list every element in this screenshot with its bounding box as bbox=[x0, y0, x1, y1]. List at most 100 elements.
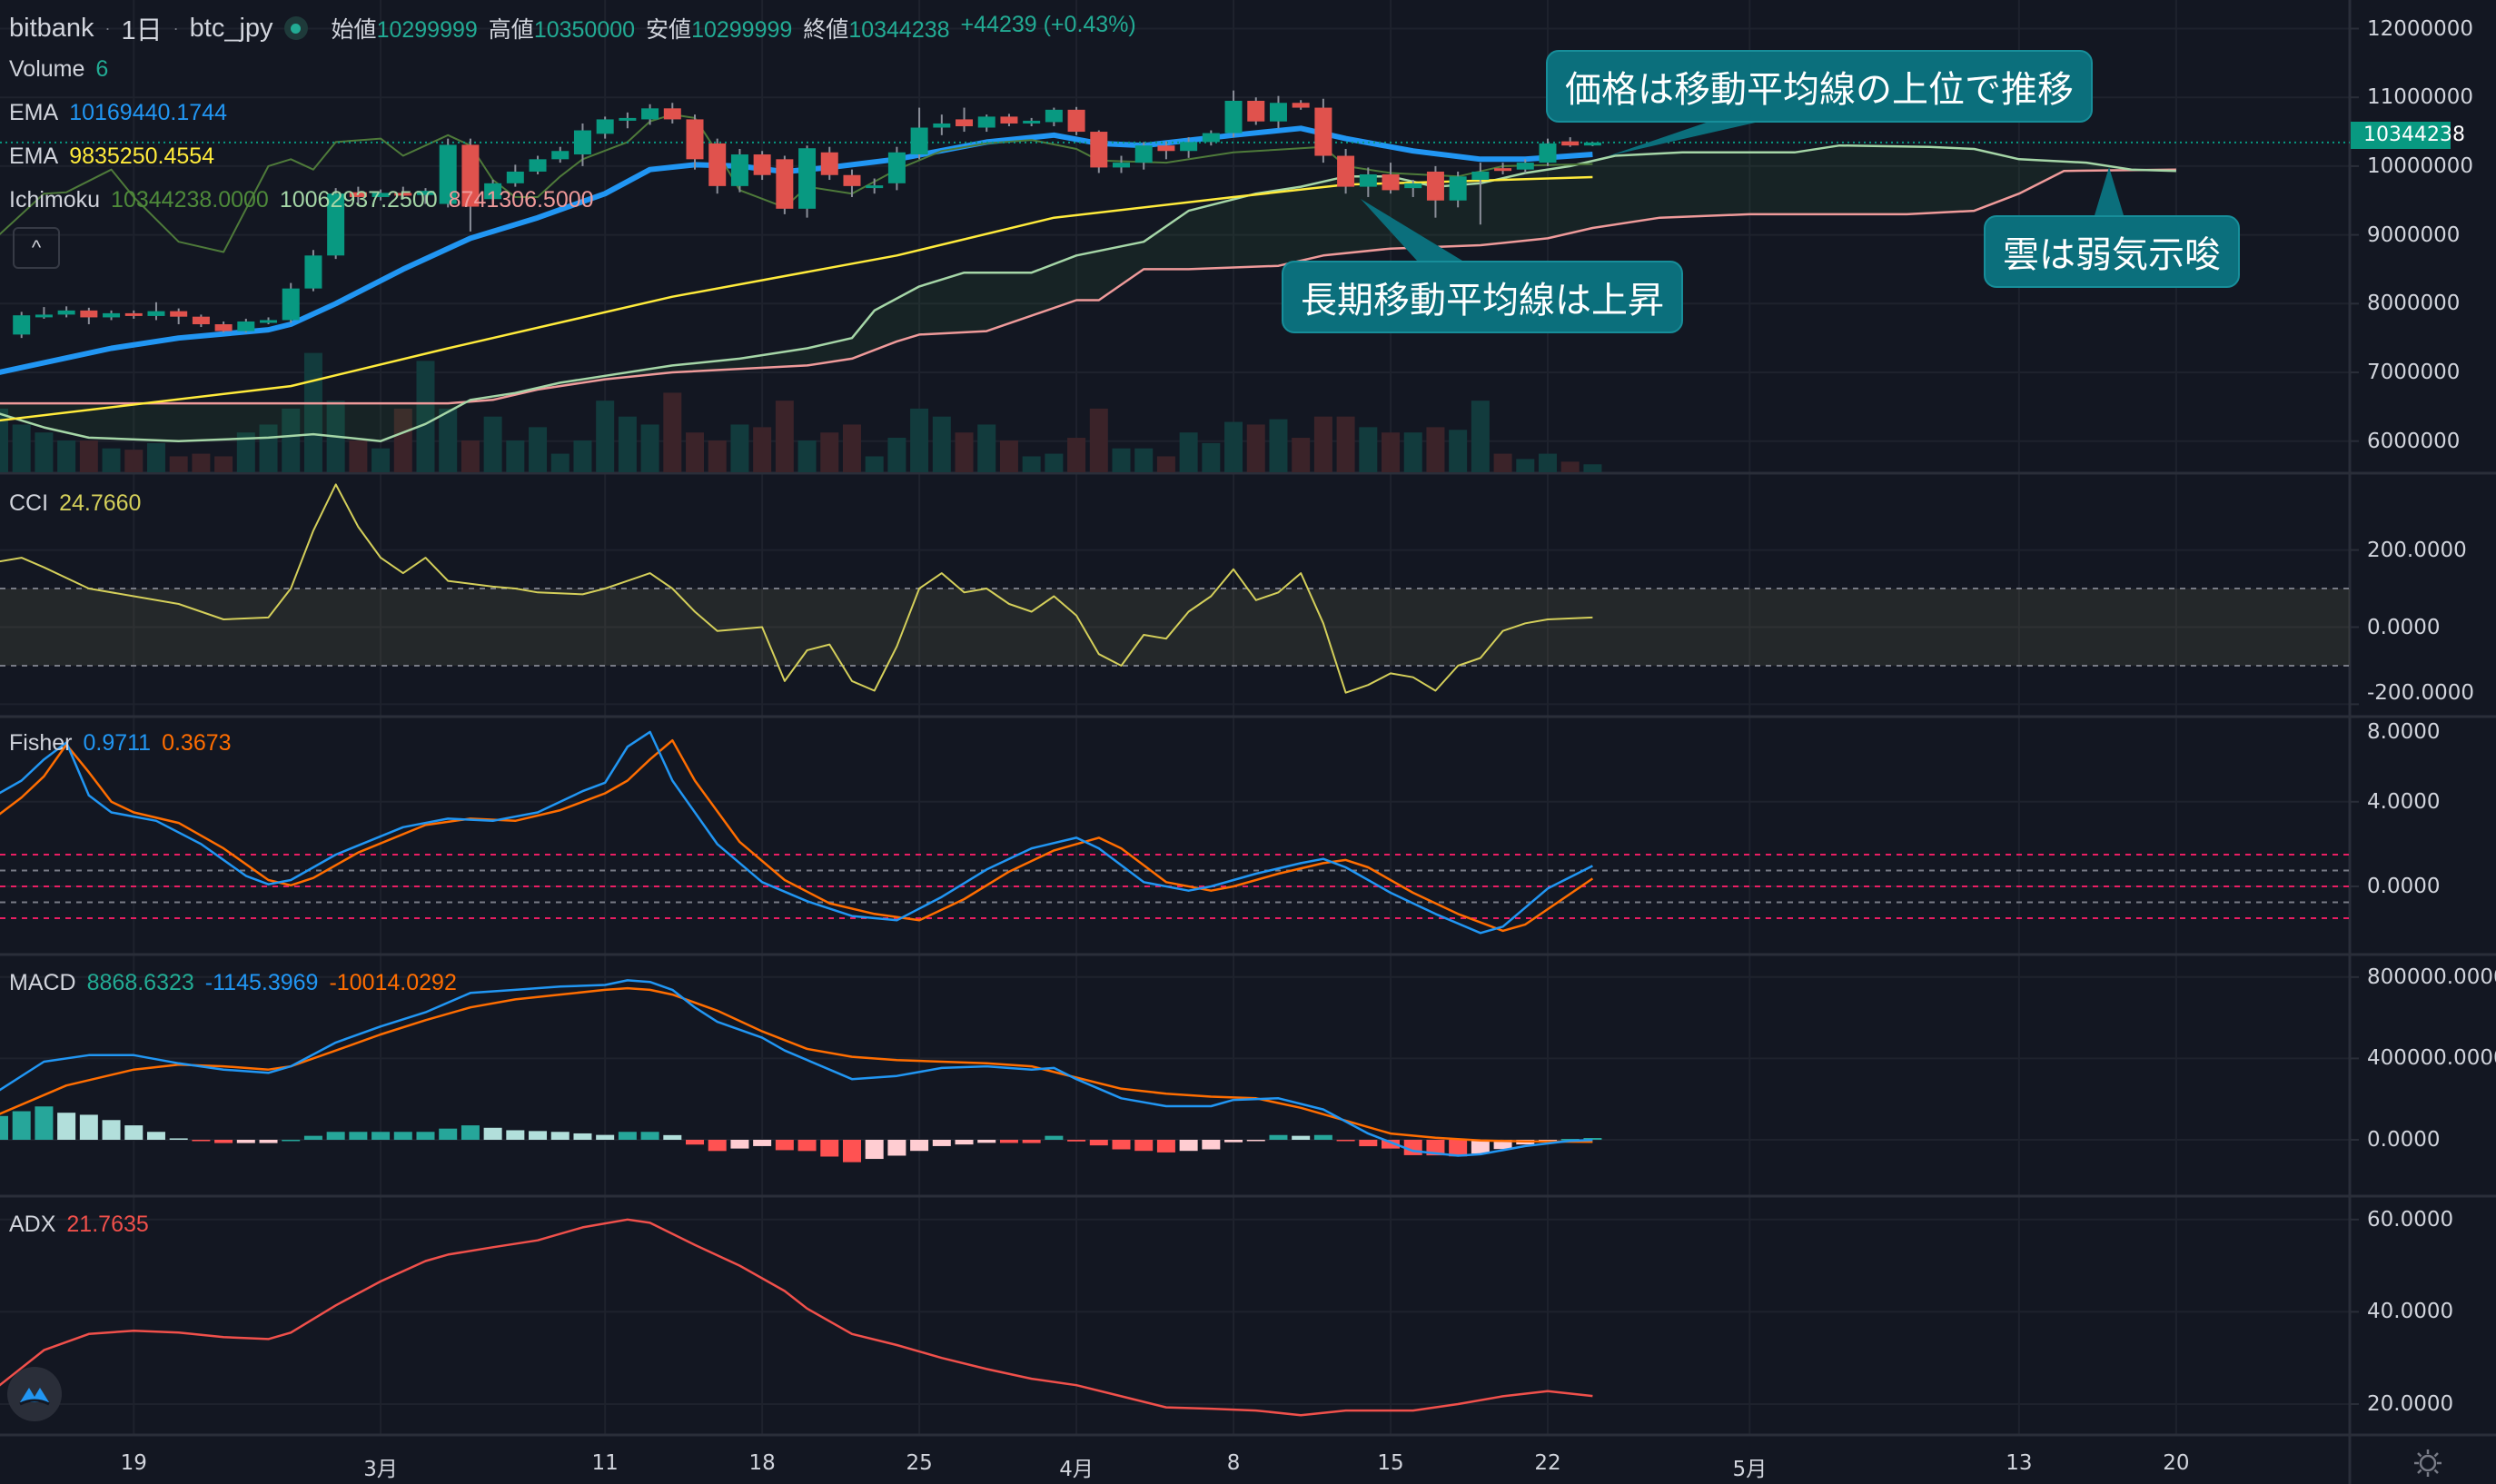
candle[interactable] bbox=[124, 310, 143, 319]
candle-body[interactable] bbox=[237, 321, 255, 331]
annotation-callout[interactable]: 雲は弱気示唆 bbox=[1984, 215, 2240, 288]
candle-body[interactable] bbox=[103, 312, 121, 318]
candle-body[interactable] bbox=[1067, 109, 1085, 133]
candle-body[interactable] bbox=[192, 316, 210, 325]
candle-body[interactable] bbox=[147, 311, 165, 316]
exchange-name[interactable]: bitbank bbox=[9, 13, 94, 43]
volume-legend[interactable]: Volume 6 bbox=[9, 56, 108, 83]
candle-body[interactable] bbox=[260, 320, 278, 323]
cci-line[interactable] bbox=[0, 483, 1593, 694]
candle[interactable] bbox=[1449, 171, 1467, 208]
candle[interactable] bbox=[237, 318, 255, 333]
candle-body[interactable] bbox=[439, 144, 457, 204]
candle-body[interactable] bbox=[1561, 141, 1580, 146]
candle-body[interactable] bbox=[933, 123, 951, 128]
candle[interactable] bbox=[977, 114, 995, 133]
candle[interactable] bbox=[461, 138, 480, 232]
market-status-icon[interactable] bbox=[283, 16, 308, 40]
candle-body[interactable] bbox=[13, 315, 31, 335]
candle[interactable] bbox=[1067, 106, 1085, 135]
candle-body[interactable] bbox=[619, 117, 637, 121]
candle-body[interactable] bbox=[529, 159, 547, 172]
candle-body[interactable] bbox=[1045, 109, 1063, 123]
candle[interactable] bbox=[1202, 130, 1220, 146]
candle[interactable] bbox=[596, 116, 614, 139]
candle[interactable] bbox=[641, 104, 659, 125]
ema-fast-legend[interactable]: EMA 10169440.1744 bbox=[9, 100, 227, 126]
price-pane[interactable] bbox=[0, 90, 2350, 472]
symbol-name[interactable]: btc_jpy bbox=[189, 13, 273, 43]
candle-body[interactable] bbox=[1382, 173, 1400, 191]
candle[interactable] bbox=[439, 138, 457, 208]
candle[interactable] bbox=[730, 148, 748, 193]
candle[interactable] bbox=[394, 186, 412, 200]
candle[interactable] bbox=[327, 188, 345, 260]
candle[interactable] bbox=[103, 310, 121, 321]
candle[interactable] bbox=[820, 146, 838, 181]
candle-body[interactable] bbox=[1000, 116, 1018, 124]
candle[interactable] bbox=[956, 107, 974, 133]
candle[interactable] bbox=[1426, 165, 1444, 218]
candle[interactable] bbox=[1359, 167, 1377, 197]
candle[interactable] bbox=[1516, 159, 1534, 173]
settings-gear-icon[interactable] bbox=[2412, 1448, 2443, 1483]
candle[interactable] bbox=[192, 314, 210, 328]
annotation-callout[interactable]: 長期移動平均線は上昇 bbox=[1282, 261, 1683, 333]
candle-body[interactable] bbox=[663, 108, 681, 120]
collapse-legend-button[interactable]: ^ bbox=[13, 227, 60, 269]
candle-body[interactable] bbox=[956, 119, 974, 126]
candle-body[interactable] bbox=[57, 310, 75, 315]
candle[interactable] bbox=[282, 282, 300, 323]
candle[interactable] bbox=[506, 164, 524, 187]
candle[interactable] bbox=[1494, 163, 1512, 174]
fisher-trigger-line[interactable] bbox=[0, 738, 1594, 933]
candle[interactable] bbox=[573, 123, 591, 166]
candle-body[interactable] bbox=[1314, 107, 1332, 156]
candle-body[interactable] bbox=[1292, 103, 1310, 108]
ema-slow-legend[interactable]: EMA 9835250.4554 bbox=[9, 143, 214, 170]
candle-body[interactable] bbox=[1113, 163, 1130, 168]
interval[interactable]: 1日 bbox=[121, 16, 163, 45]
candle[interactable] bbox=[753, 151, 771, 181]
candle-body[interactable] bbox=[1157, 145, 1175, 152]
candle-body[interactable] bbox=[1494, 168, 1512, 172]
annotation-callout[interactable]: 価格は移動平均線の上位で推移 bbox=[1546, 50, 2093, 123]
candle-body[interactable] bbox=[1471, 171, 1490, 181]
candle-body[interactable] bbox=[394, 193, 412, 196]
cci-pane[interactable] bbox=[0, 483, 2350, 694]
candle[interactable] bbox=[170, 308, 188, 325]
candle-body[interactable] bbox=[798, 148, 817, 209]
candle[interactable] bbox=[214, 321, 233, 333]
candle[interactable] bbox=[416, 188, 434, 204]
candle[interactable] bbox=[843, 169, 861, 197]
macd-line[interactable] bbox=[0, 979, 1593, 1157]
macd-legend[interactable]: MACD 8868.6323 -1145.3969 -10014.0292 bbox=[9, 970, 457, 996]
candle-body[interactable] bbox=[506, 171, 524, 183]
fisher-pane[interactable] bbox=[0, 730, 2350, 935]
candle-body[interactable] bbox=[170, 311, 188, 317]
candle-body[interactable] bbox=[1539, 143, 1557, 163]
candle-body[interactable] bbox=[1134, 145, 1153, 163]
candle-body[interactable] bbox=[753, 154, 771, 175]
fisher-legend[interactable]: Fisher 0.9711 0.3673 bbox=[9, 730, 232, 757]
adx-pane[interactable] bbox=[0, 1218, 1593, 1417]
candle-body[interactable] bbox=[641, 108, 659, 120]
candle[interactable] bbox=[1292, 100, 1310, 110]
candle-body[interactable] bbox=[887, 152, 906, 183]
candle-body[interactable] bbox=[1247, 100, 1265, 122]
candle[interactable] bbox=[260, 317, 278, 325]
candle-body[interactable] bbox=[1516, 163, 1534, 170]
candle[interactable] bbox=[910, 107, 928, 160]
adx-line[interactable] bbox=[0, 1218, 1593, 1417]
candle-body[interactable] bbox=[1180, 142, 1198, 152]
candle[interactable] bbox=[1247, 97, 1265, 125]
fisher-line[interactable] bbox=[0, 730, 1593, 935]
candle[interactable] bbox=[866, 178, 884, 194]
candle-body[interactable] bbox=[416, 191, 434, 195]
candle[interactable] bbox=[1113, 155, 1130, 173]
candle-body[interactable] bbox=[1337, 155, 1355, 187]
candle-body[interactable] bbox=[596, 119, 614, 134]
candle-body[interactable] bbox=[910, 127, 928, 155]
candle-body[interactable] bbox=[1090, 132, 1108, 168]
